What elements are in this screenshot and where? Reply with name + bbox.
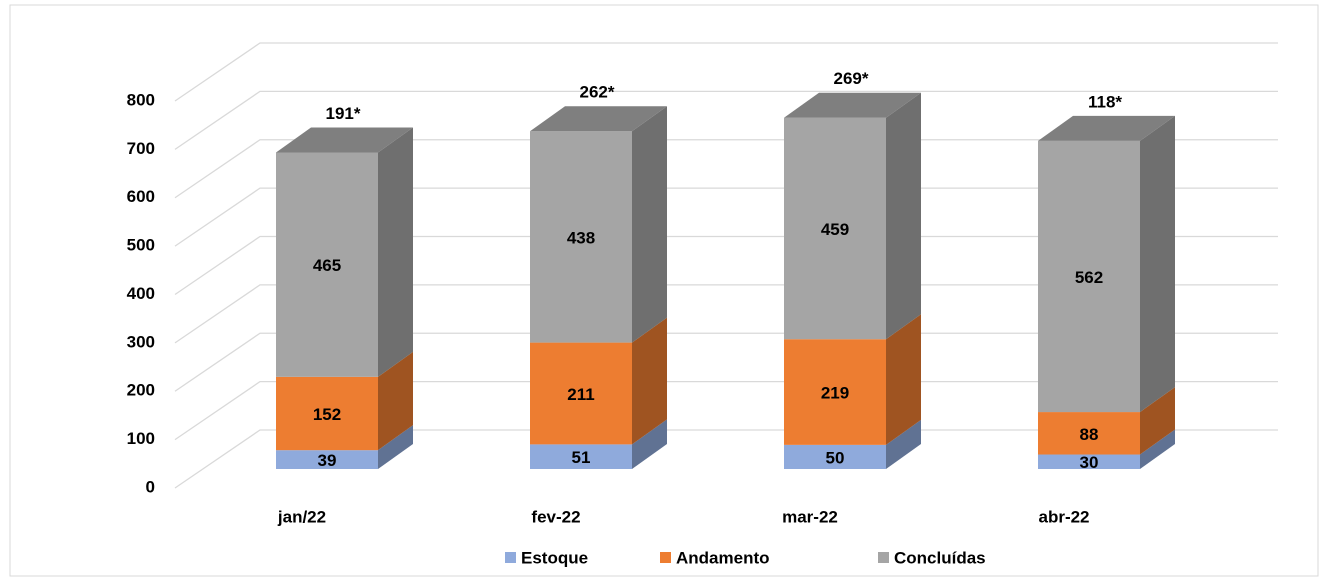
bar	[276, 152, 378, 377]
data-label: 219	[821, 384, 849, 403]
legend-swatch	[660, 552, 671, 563]
grid-line	[174, 139, 1278, 199]
bar-side	[886, 314, 921, 445]
data-label: 39	[318, 451, 337, 470]
data-label: 152	[313, 405, 341, 424]
y-tick-label: 500	[127, 236, 155, 255]
bar-side	[378, 351, 413, 451]
legend-label: Estoque	[521, 548, 588, 567]
bar-top	[784, 92, 921, 118]
annotation: 118*	[1088, 92, 1122, 111]
y-tick-label: 600	[127, 187, 155, 206]
bar	[530, 131, 632, 343]
bar-side	[632, 419, 667, 469]
bar	[276, 376, 378, 451]
y-tick-label: 200	[127, 381, 155, 400]
data-label: 30	[1080, 453, 1099, 472]
bar	[1038, 140, 1140, 413]
legend-swatch	[505, 552, 516, 563]
bar-side	[1140, 387, 1175, 455]
x-tick-label: mar-22	[782, 507, 838, 526]
grid-line	[174, 429, 1278, 489]
bar-top	[530, 106, 667, 132]
bar	[1038, 412, 1140, 455]
legend-swatch	[878, 552, 889, 563]
data-label: 211	[567, 385, 594, 404]
y-tick-label: 300	[127, 332, 155, 351]
grid-line	[174, 42, 1278, 102]
x-tick-label: jan/22	[277, 507, 326, 526]
x-tick-label: abr-22	[1038, 507, 1089, 526]
y-tick-label: 0	[146, 477, 155, 496]
bar	[1038, 454, 1140, 469]
bar-side	[378, 127, 413, 377]
bar-side	[886, 419, 921, 469]
bar	[276, 450, 378, 469]
y-tick-label: 800	[127, 90, 155, 109]
annotation: 269*	[834, 69, 869, 88]
y-tick-label: 100	[127, 429, 155, 448]
bar	[784, 444, 886, 469]
data-label: 459	[821, 220, 849, 239]
data-label: 88	[1080, 425, 1099, 444]
bar-side	[886, 92, 921, 340]
data-label: 465	[313, 256, 341, 275]
y-tick-label: 400	[127, 284, 155, 303]
grid-line	[174, 284, 1278, 344]
annotation: 191*	[326, 104, 361, 123]
bar	[784, 339, 886, 445]
legend-label: Andamento	[676, 548, 770, 567]
legend-label: Concluídas	[894, 548, 986, 567]
bar-side	[1140, 115, 1175, 413]
grid-line	[174, 235, 1278, 296]
data-label: 51	[572, 448, 591, 467]
y-tick-label: 700	[127, 139, 155, 158]
grid-line	[174, 90, 1278, 150]
bar-top	[276, 127, 413, 153]
data-label: 438	[567, 228, 595, 247]
data-label: 562	[1075, 268, 1103, 287]
annotation: 262*	[580, 83, 615, 102]
x-tick-label: fev-22	[531, 507, 580, 526]
grid-line	[174, 380, 1278, 441]
bar	[784, 117, 886, 340]
grid-line	[174, 332, 1278, 392]
bar-side	[1140, 429, 1175, 469]
bar-side	[632, 317, 667, 445]
bar-top	[1038, 115, 1175, 141]
data-label: 50	[826, 448, 845, 467]
grid-line	[174, 187, 1278, 247]
bar	[530, 342, 632, 445]
bar-side	[378, 425, 413, 469]
bar	[530, 444, 632, 469]
bar-side	[632, 106, 667, 343]
